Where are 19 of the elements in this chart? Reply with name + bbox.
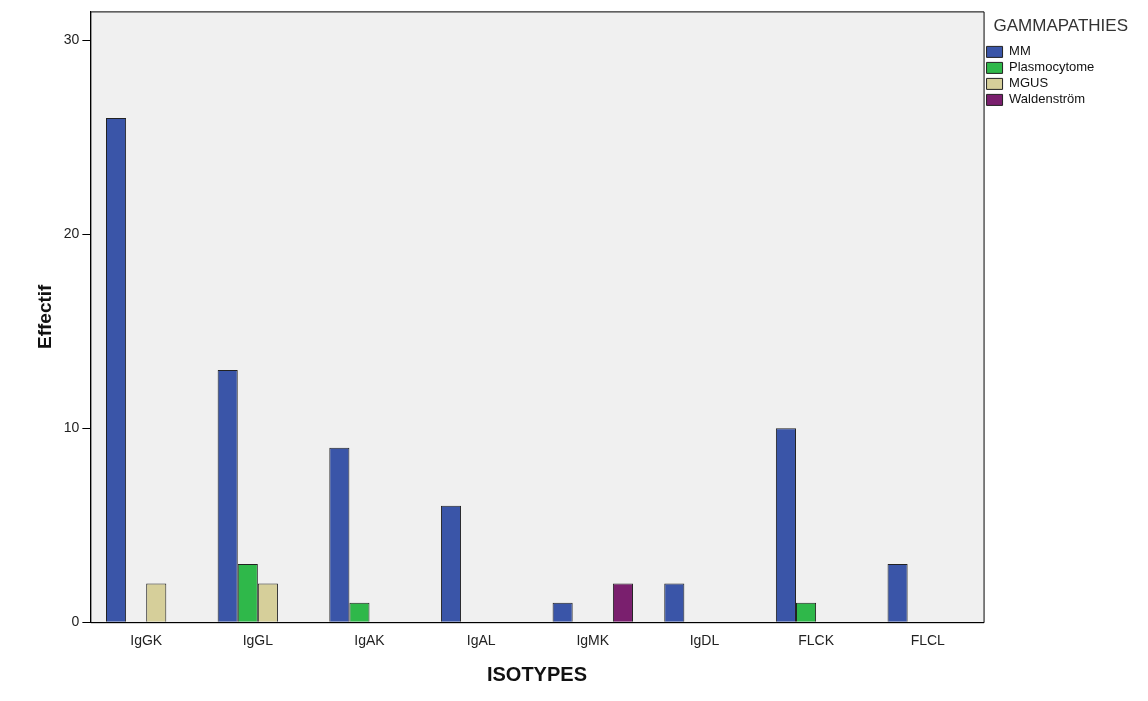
x-tick-label: IgMK (576, 632, 610, 649)
x-tick-label: IgAL (466, 632, 496, 649)
x-tick-label: IgGK (130, 632, 163, 649)
x-axis-title: ISOTYPES (486, 662, 587, 685)
legend-label: MM (1009, 43, 1031, 59)
x-tick-label: IgGL (242, 632, 274, 649)
y-tick-label: 0 (71, 613, 80, 630)
legend-label: MGUS (1009, 75, 1049, 91)
legend-label: Plasmocytome (1009, 59, 1095, 75)
y-tick-label: 10 (63, 419, 80, 436)
x-tick-label: IgDL (689, 632, 720, 649)
x-tick-label: IgAK (354, 632, 386, 649)
y-tick-label: 30 (63, 31, 80, 48)
y-axis-title: Effectif (33, 283, 55, 349)
legend-label: Waldenström (1009, 91, 1086, 107)
legend-title: GAMMAPATHIES (993, 16, 1129, 36)
x-tick-label: FLCL (910, 632, 946, 649)
y-tick-label: 20 (63, 225, 80, 242)
x-tick-label: FLCK (798, 632, 835, 649)
